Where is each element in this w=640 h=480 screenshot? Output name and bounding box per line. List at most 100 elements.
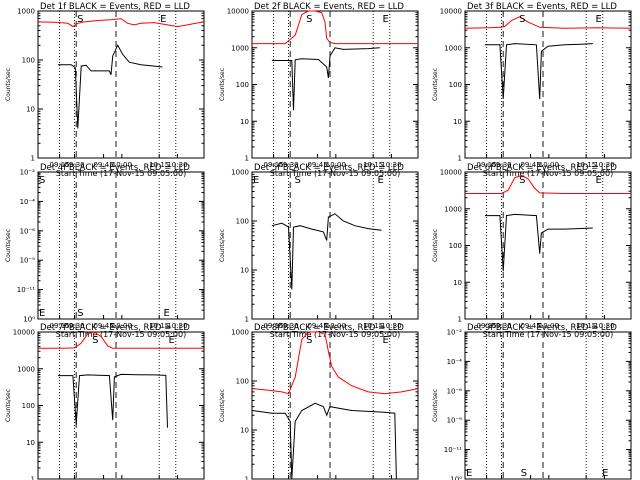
series-lld-line <box>252 10 418 45</box>
y-tick-label: 1 <box>31 476 35 480</box>
panel-det-8f: Det 8f BLACK = Events, RED = LLD 1 10 100 10… <box>219 323 419 480</box>
panel-title: Det 3f BLACK = Events, RED = LLD <box>467 2 617 12</box>
y-tick-label: 100 <box>236 218 249 226</box>
plot-frame <box>251 171 419 320</box>
y-axis-label: Counts/sec <box>219 229 226 262</box>
x-tick-label: 10:30 <box>594 322 614 330</box>
plot-frame <box>37 171 205 320</box>
y-tick-label: 10⁻⁹ <box>20 257 36 265</box>
x-tick-label: 09:45 <box>307 322 327 330</box>
y-tick-label: 100 <box>22 57 35 65</box>
y-tick-label: 1000 <box>444 44 462 52</box>
panel-det-9f: Det 9f BLACK = Events, RED = LLD 10⁰ 10⁻¹¹… <box>432 323 632 480</box>
y-tick-label: 10⁻⁹ <box>447 417 463 425</box>
plot-frame <box>251 10 419 159</box>
x-tick-label: 09:30 <box>491 161 511 169</box>
y-tick-label: 10 <box>240 267 249 275</box>
plot-frame <box>37 10 205 159</box>
x-tick-label: 09:15 <box>476 161 496 169</box>
marker-s: S <box>92 335 98 346</box>
y-tick-label: 100 <box>236 378 249 386</box>
y-tick-label: 10000 <box>227 8 249 16</box>
series-lld-line <box>465 175 631 194</box>
x-tick-label: 10:15 <box>149 322 169 330</box>
x-axis-label: Start Time (17-Nov-15 09:05:00) <box>483 330 613 339</box>
y-tick-label: 10 <box>26 106 35 114</box>
panel-det-7f: Det 7f BLACK = Events, RED = LLD 1 10 100 10… <box>5 323 205 480</box>
x-tick-label: 09:45 <box>307 161 327 169</box>
panel-det-2f: Det 2f BLACK = Events, RED = LLD 1 10 100 10… <box>219 2 419 178</box>
panel-title: Det 4f BLACK = Events, RED = LLD <box>40 163 190 173</box>
marker-e: E <box>595 175 601 186</box>
panel-det-6f: Det 6f BLACK = Events, RED = LLD 1 10 100 10… <box>432 163 632 339</box>
panel-title: Det 5f BLACK = Events, RED = LLD <box>254 163 404 173</box>
x-tick-label: 10:00 <box>112 322 132 330</box>
y-tick-label: 10⁻⁴ <box>20 198 36 206</box>
marker-s2: S <box>39 175 45 186</box>
y-tick-label: 10⁰ <box>450 476 462 480</box>
y-tick-label: 10000 <box>440 169 462 177</box>
x-tick-label: 09:30 <box>64 322 84 330</box>
y-tick-label: 1000 <box>17 365 35 373</box>
x-tick-label: 09:30 <box>278 322 298 330</box>
marker-e: E <box>382 335 388 346</box>
x-tick-label: 10:30 <box>167 322 187 330</box>
marker-e: E <box>382 14 388 25</box>
marker-s: S <box>519 175 525 186</box>
series-lld-line <box>37 18 205 28</box>
y-axis-label: Counts/sec <box>219 389 226 422</box>
y-tick-label: 1 <box>245 155 249 163</box>
y-tick-label: 10000 <box>440 8 462 16</box>
series-lld-line <box>464 16 632 29</box>
y-tick-label: 10⁻² <box>447 329 463 337</box>
x-tick-label: 09:30 <box>278 161 298 169</box>
y-tick-label: 10⁻¹¹ <box>444 446 462 454</box>
marker-s: S <box>295 175 301 186</box>
series-lld-line <box>251 331 419 395</box>
x-tick-label: 10:00 <box>539 322 559 330</box>
y-axis-label: Counts/sec <box>5 389 12 422</box>
marker-e: E <box>602 468 608 479</box>
y-axis-label: Counts/sec <box>432 229 439 262</box>
y-tick-label: 10 <box>240 118 249 126</box>
y-tick-label: 100 <box>449 81 462 89</box>
x-tick-label: 10:15 <box>576 161 596 169</box>
x-tick-label: 09:15 <box>476 322 496 330</box>
marker-s: S <box>306 14 312 25</box>
series-events-line <box>57 44 163 129</box>
marker-e: E <box>160 14 166 25</box>
x-axis-label: Start Time (17-Nov-15 09:05:00) <box>483 169 613 178</box>
y-tick-label: 10⁻⁶ <box>20 227 36 235</box>
x-tick-label: 10:00 <box>326 161 346 169</box>
panel-title: Det 9f BLACK = Events, RED = LLD <box>467 323 617 333</box>
series-lld-line <box>38 331 204 349</box>
plot-frame <box>251 331 419 480</box>
marker-e2: E <box>466 468 472 479</box>
y-tick-label: 1 <box>458 316 462 324</box>
y-tick-label: 10 <box>453 279 462 287</box>
x-tick-label: 10:00 <box>539 161 559 169</box>
x-tick-label: 10:15 <box>149 161 169 169</box>
y-tick-label: 10000 <box>13 329 35 337</box>
y-axis-label: Counts/sec <box>432 389 439 422</box>
plot-frame <box>37 331 205 480</box>
series-events-line <box>57 373 168 428</box>
y-tick-label: 1000 <box>17 8 35 16</box>
marker-s: S <box>306 335 312 346</box>
series-events-line <box>251 402 397 480</box>
y-tick-label: 1000 <box>444 205 462 213</box>
x-axis-label: Start Time (17-Nov-15 09:05:00) <box>270 330 400 339</box>
marker-e: E <box>595 14 601 25</box>
y-tick-label: 100 <box>449 242 462 250</box>
marker-s: S <box>519 14 525 25</box>
y-tick-label: 10 <box>26 439 35 447</box>
series-events-line <box>484 43 593 100</box>
x-tick-label: 10:15 <box>363 322 383 330</box>
x-axis-label: Start Time (17-Nov-15 09:05:00) <box>56 330 186 339</box>
panel-title: Det 2f BLACK = Events, RED = LLD <box>254 2 404 12</box>
y-tick-label: 10 <box>453 118 462 126</box>
x-tick-label: 09:15 <box>263 161 283 169</box>
x-axis-label: Start Time (17-Nov-15 09:05:00) <box>270 169 400 178</box>
marker-e: E <box>378 175 384 186</box>
x-tick-label: 10:00 <box>112 161 132 169</box>
